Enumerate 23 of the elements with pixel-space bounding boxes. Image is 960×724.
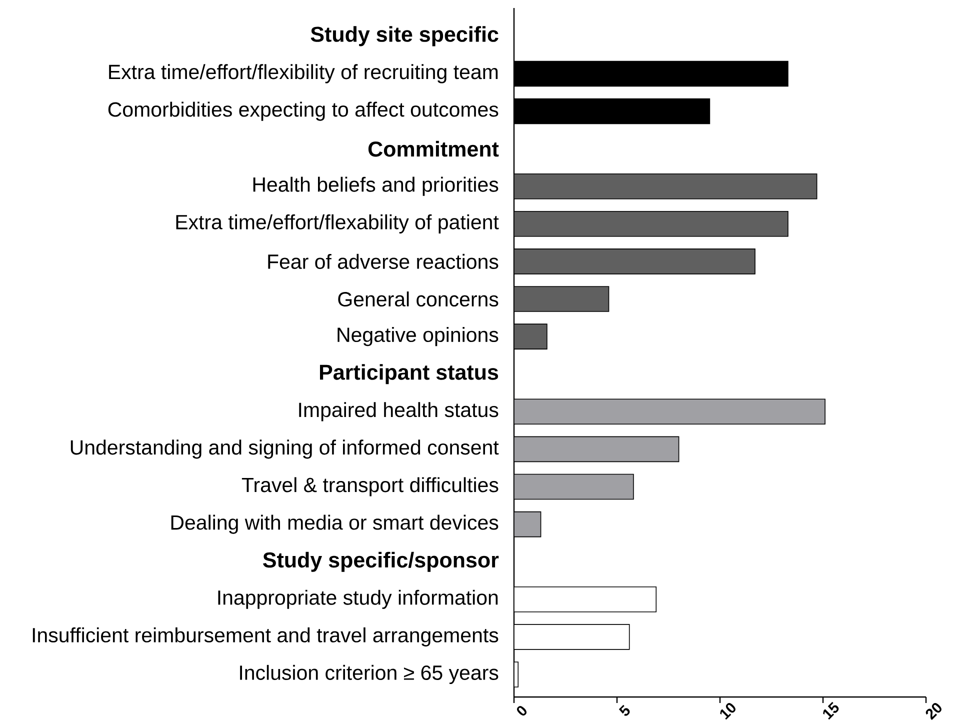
y-tick-label: Study site specific xyxy=(310,26,498,46)
y-tick-label: Insufficient reimbursement and travel arrangements xyxy=(32,627,498,646)
x-tick-label: 10 xyxy=(720,703,736,720)
y-tick-label: Extra time/effort/flexibility of recruiting team xyxy=(109,64,498,84)
x-tick-label: 20 xyxy=(926,703,942,720)
y-tick-label: Fear of adverse reactions xyxy=(268,254,498,269)
y-tick-label: Travel & transport difficulties xyxy=(242,477,498,496)
y-tick-label: Health beliefs and priorities xyxy=(253,176,498,196)
y-tick-label: Inclusion criterion ≥ 65 years xyxy=(240,664,498,684)
y-tick-label: Impaired health status xyxy=(299,402,498,422)
y-tick-label: Dealing with media or smart devices xyxy=(171,514,498,534)
y-tick-label: General concerns xyxy=(338,291,498,307)
y-tick-label: Inappropriate study information xyxy=(218,590,498,609)
y-tick-label: Extra time/effort/flexability of patient xyxy=(176,214,499,234)
x-tick-label: 15 xyxy=(823,702,839,720)
y-tick-label: Commitment xyxy=(368,140,499,157)
y-tick-label: Comorbidities expecting to affect outcomes xyxy=(108,102,498,121)
y-tick-label: Study specific/sponsor xyxy=(263,552,499,572)
y-tick-label: Negative opinions xyxy=(338,327,498,346)
y-tick-label: Participant status xyxy=(320,364,498,384)
x-tick-label: 5 xyxy=(618,704,630,716)
y-tick-label: Understanding and signing of informed consent xyxy=(70,440,499,459)
x-tick-label: 0 xyxy=(516,706,527,716)
